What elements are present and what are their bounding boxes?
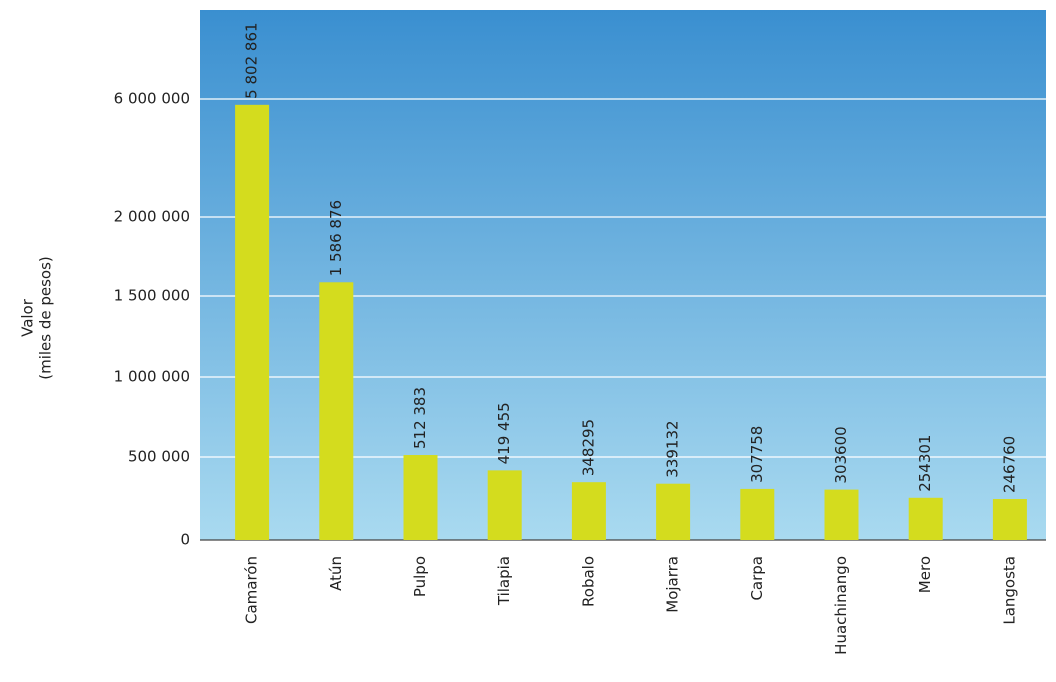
bar [403, 455, 438, 540]
y-tick-label: 0 [180, 531, 190, 549]
x-tick-label: Atún [327, 556, 345, 591]
bar [824, 489, 859, 540]
bar [235, 104, 270, 540]
data-label: 254301 [916, 435, 934, 492]
y-axis-label: Valor [19, 298, 37, 337]
data-label: 307758 [748, 426, 766, 483]
data-label: 512 383 [411, 387, 429, 449]
bar [992, 499, 1027, 540]
x-tick-label: Camarón [243, 556, 261, 624]
data-label: 339132 [664, 420, 682, 477]
y-axis-label: (miles de pesos) [37, 256, 55, 380]
x-tick-label: Pulpo [411, 556, 429, 597]
x-tick-label: Langosta [1000, 556, 1018, 625]
data-label: 348295 [579, 419, 597, 476]
bar [740, 488, 775, 540]
x-tick-label: Huachinango [832, 556, 850, 655]
data-label: 1 586 876 [327, 200, 345, 276]
x-tick-label: Mojarra [664, 556, 682, 613]
x-tick-label: Carpa [748, 556, 766, 601]
x-tick-label: Tilapia [495, 556, 513, 606]
y-tick-label: 500 000 [128, 448, 190, 466]
x-tick-label: Robalo [579, 556, 597, 607]
bar [908, 497, 943, 540]
y-tick-label: 2 000 000 [114, 208, 190, 226]
data-label: 303600 [832, 426, 850, 483]
data-label: 419 455 [495, 402, 513, 464]
bar [571, 482, 606, 540]
y-tick-label: 1 000 000 [114, 368, 190, 386]
bar [487, 470, 522, 540]
bar [319, 282, 354, 540]
y-tick-label: 1 500 000 [114, 287, 190, 305]
data-label: 5 802 861 [243, 22, 261, 98]
x-tick-label: Mero [916, 556, 934, 593]
data-label: 246760 [1000, 436, 1018, 493]
bar [656, 483, 691, 540]
y-tick-label: 6 000 000 [114, 90, 190, 108]
